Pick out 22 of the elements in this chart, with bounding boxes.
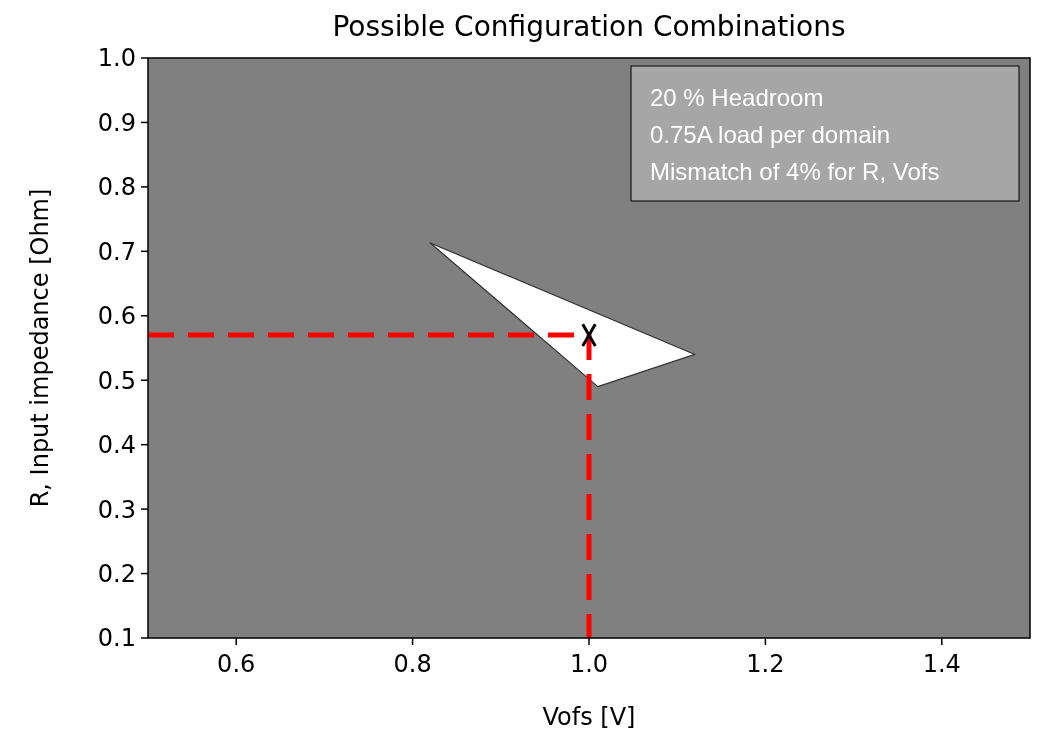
y-tick-label: 0.6 (97, 302, 136, 331)
y-tick-label: 0.3 (97, 495, 136, 524)
y-tick-label: 0.7 (97, 237, 136, 266)
x-tick-label: 0.6 (217, 650, 256, 678)
y-tick-label: 0.9 (97, 108, 136, 137)
x-tick-label: 1.0 (569, 650, 609, 678)
y-tick-label: 0.4 (97, 431, 136, 460)
y-tick-label: 0.1 (97, 624, 136, 653)
annotation: 20 % Headroom (650, 84, 824, 111)
y-axis-title: R, Input impedance [Ohm] (26, 188, 54, 508)
x-tick-label: 1.4 (922, 650, 961, 678)
annotation: 0.75A load per domain (650, 121, 891, 148)
y-tick-label: 0.5 (97, 366, 136, 395)
text-box: 20 % Headroom 0.75A load per domain Mismatch of 4% for R, Vofs (630, 65, 1020, 202)
annotation: Mismatch of 4% for R, Vofs (650, 158, 940, 185)
x-tick-label: 0.8 (393, 650, 432, 678)
y-tick-label: 0.2 (97, 559, 136, 588)
chart-title: Possible Configuration Combinations (332, 10, 846, 43)
y-tick-label: 0.8 (97, 173, 136, 202)
x-tick-label: 1.2 (746, 650, 785, 678)
x-axis-title: Vofs [V] (542, 703, 636, 731)
y-tick-label: 1.0 (97, 44, 136, 73)
